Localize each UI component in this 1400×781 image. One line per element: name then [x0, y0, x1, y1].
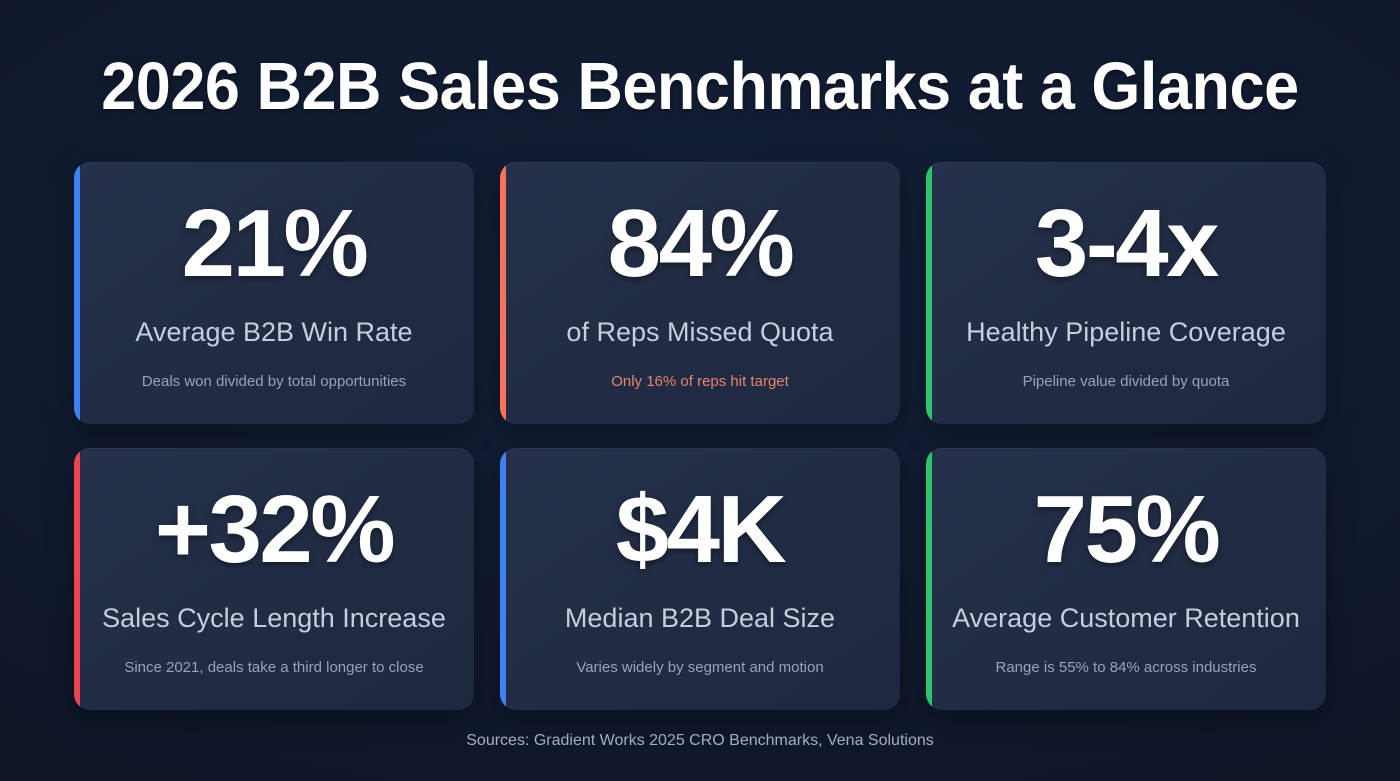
accent-bar	[74, 162, 80, 425]
stat-card: 3-4x Healthy Pipeline Coverage Pipeline …	[926, 162, 1326, 425]
stat-sublabel: Only 16% of reps hit target	[611, 373, 789, 391]
stat-card: 21% Average B2B Win Rate Deals won divid…	[74, 162, 474, 425]
stat-label: Healthy Pipeline Coverage	[966, 316, 1286, 347]
stat-sublabel: Since 2021, deals take a third longer to…	[124, 659, 424, 677]
stat-card: +32% Sales Cycle Length Increase Since 2…	[74, 448, 474, 711]
accent-bar	[500, 162, 506, 425]
sources-footnote: Sources: Gradient Works 2025 CRO Benchma…	[466, 732, 934, 750]
stat-card-grid: 21% Average B2B Win Rate Deals won divid…	[74, 162, 1326, 711]
stat-value: 84%	[607, 189, 795, 297]
accent-bar	[500, 448, 506, 711]
stat-value: 3-4x	[1034, 189, 1220, 297]
stat-card: 75% Average Customer Retention Range is …	[926, 448, 1326, 711]
accent-bar	[926, 162, 932, 425]
stat-label: of Reps Missed Quota	[566, 316, 834, 347]
stat-value: +32%	[154, 475, 396, 583]
stat-card: $4K Median B2B Deal Size Varies widely b…	[500, 448, 900, 711]
stat-sublabel: Varies widely by segment and motion	[576, 659, 824, 677]
page-title: 2026 B2B Sales Benchmarks at a Glance	[101, 49, 1299, 124]
stat-label: Average B2B Win Rate	[135, 316, 413, 347]
stat-value: $4K	[615, 475, 787, 583]
stat-label: Average Customer Retention	[952, 602, 1300, 633]
stat-sublabel: Pipeline value divided by quota	[1022, 373, 1230, 391]
stat-label: Sales Cycle Length Increase	[102, 602, 446, 633]
stat-value: 21%	[181, 189, 369, 297]
accent-bar	[74, 448, 80, 711]
stat-card: 84% of Reps Missed Quota Only 16% of rep…	[500, 162, 900, 425]
stat-sublabel: Deals won divided by total opportunities	[141, 373, 407, 391]
accent-bar	[926, 448, 932, 711]
stat-sublabel: Range is 55% to 84% across industries	[995, 659, 1257, 677]
stat-label: Median B2B Deal Size	[564, 602, 836, 633]
stat-value: 75%	[1033, 475, 1221, 583]
